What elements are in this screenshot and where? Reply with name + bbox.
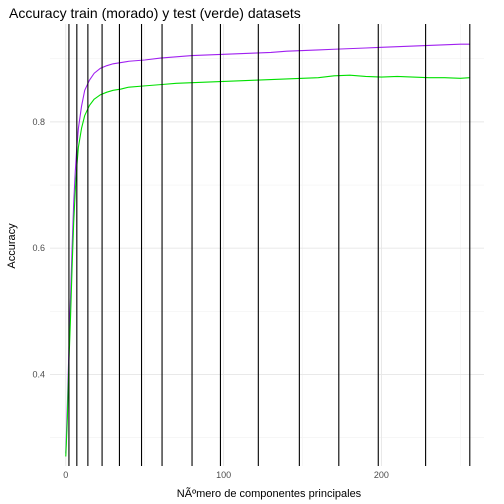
y-tick-label: 0.8 bbox=[32, 117, 45, 127]
x-tick-label: 0 bbox=[63, 470, 68, 480]
x-tick-label: 100 bbox=[216, 470, 231, 480]
series-lines bbox=[65, 43, 470, 457]
series-line-1 bbox=[65, 43, 470, 454]
x-axis-label: NÃºmero de componentes principales bbox=[177, 487, 362, 500]
chart-title: Accuracy train (morado) y test (verde) d… bbox=[9, 5, 301, 21]
y-tick-label: 0.4 bbox=[32, 369, 45, 379]
vertical-reference-lines bbox=[68, 24, 471, 466]
y-tick-label: 0.6 bbox=[32, 243, 45, 253]
series-line-2 bbox=[65, 74, 470, 457]
y-axis-label: Accuracy bbox=[6, 223, 18, 269]
grid bbox=[50, 24, 484, 466]
tick-labels: 0 100 200 0.4 0.6 0.8 bbox=[32, 117, 388, 480]
x-tick-label: 200 bbox=[374, 470, 389, 480]
